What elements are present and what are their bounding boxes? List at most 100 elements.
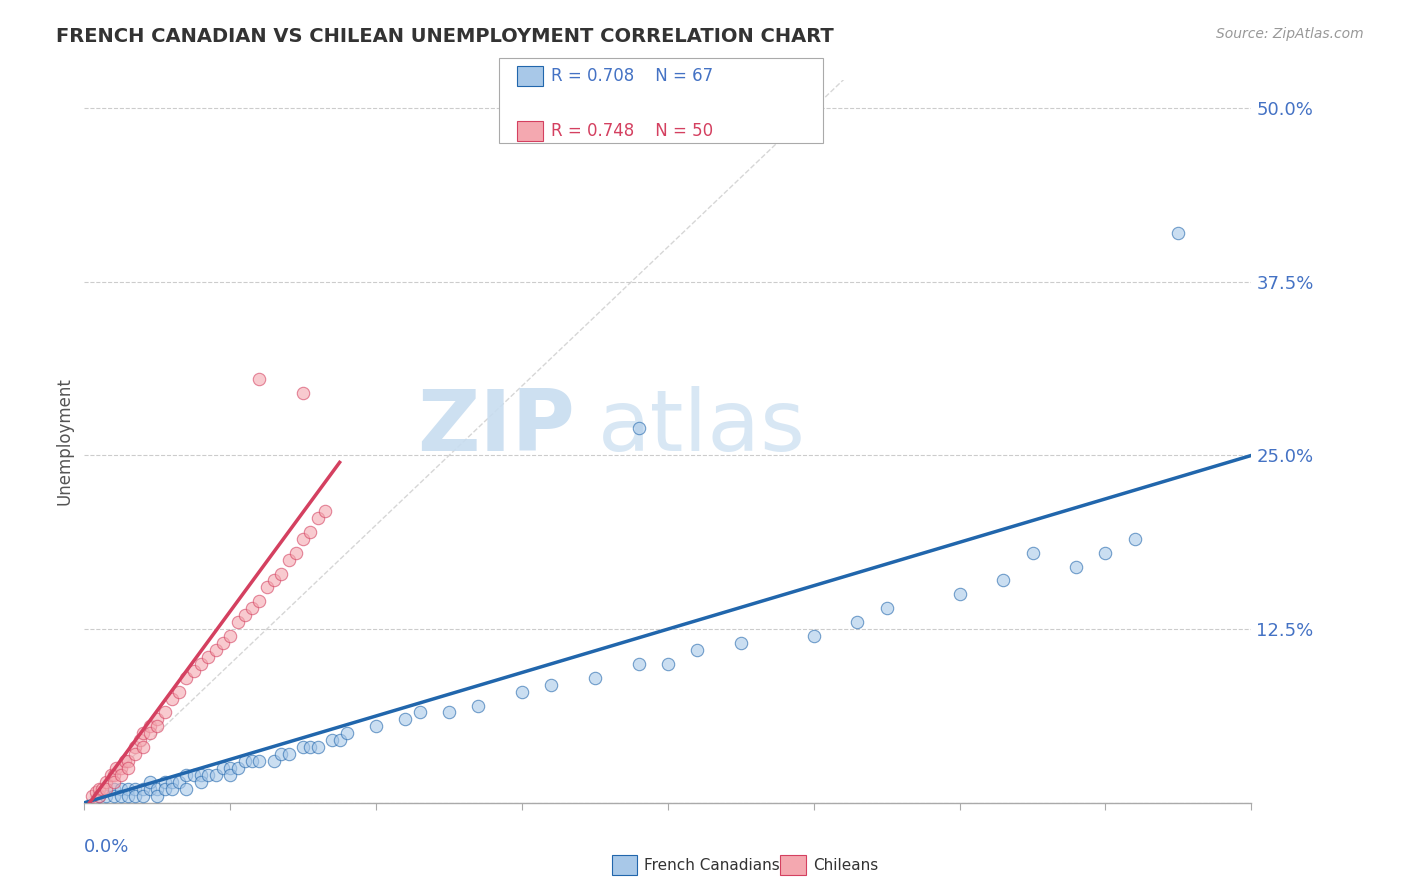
Point bbox=[90, 781, 112, 796]
Point bbox=[153, 781, 176, 796]
Text: Source: ZipAtlas.com: Source: ZipAtlas.com bbox=[1216, 27, 1364, 41]
Point bbox=[1066, 559, 1088, 574]
Point bbox=[226, 761, 249, 775]
Point bbox=[270, 566, 292, 581]
Point bbox=[1094, 546, 1116, 560]
Point bbox=[114, 754, 136, 768]
Point bbox=[96, 781, 118, 796]
Text: Chileans: Chileans bbox=[813, 858, 877, 872]
Point bbox=[314, 504, 336, 518]
Point bbox=[627, 420, 650, 434]
Point bbox=[270, 747, 292, 761]
Point bbox=[139, 726, 162, 740]
Point bbox=[117, 789, 139, 803]
Text: R = 0.748    N = 50: R = 0.748 N = 50 bbox=[551, 122, 713, 140]
Point bbox=[139, 775, 162, 789]
Point bbox=[176, 768, 198, 782]
Point bbox=[160, 781, 183, 796]
Point bbox=[197, 768, 219, 782]
Y-axis label: Unemployment: Unemployment bbox=[55, 377, 73, 506]
Point bbox=[103, 775, 125, 789]
Point bbox=[233, 608, 256, 623]
Point bbox=[110, 761, 132, 775]
Point bbox=[105, 761, 128, 775]
Point bbox=[240, 754, 263, 768]
Point bbox=[167, 775, 190, 789]
Point bbox=[1167, 226, 1189, 240]
Point bbox=[394, 713, 416, 727]
Point bbox=[1123, 532, 1146, 546]
Point bbox=[657, 657, 679, 671]
Point bbox=[949, 587, 972, 601]
Point bbox=[876, 601, 898, 615]
Point bbox=[139, 781, 162, 796]
Point bbox=[263, 754, 285, 768]
Point bbox=[249, 372, 271, 386]
Point bbox=[212, 761, 235, 775]
Point bbox=[190, 768, 212, 782]
Text: R = 0.708    N = 67: R = 0.708 N = 67 bbox=[551, 67, 713, 85]
Point bbox=[437, 706, 460, 720]
Point bbox=[146, 789, 169, 803]
Point bbox=[132, 740, 155, 755]
Point bbox=[256, 581, 278, 595]
Point bbox=[183, 768, 205, 782]
Point bbox=[204, 643, 226, 657]
Point bbox=[146, 781, 169, 796]
Point bbox=[110, 768, 132, 782]
Point bbox=[336, 726, 359, 740]
Point bbox=[87, 789, 110, 803]
Point bbox=[84, 785, 107, 799]
Point bbox=[96, 789, 118, 803]
Point bbox=[176, 671, 198, 685]
Point bbox=[263, 574, 285, 588]
Point bbox=[292, 740, 315, 755]
Point bbox=[249, 754, 271, 768]
Point bbox=[146, 719, 169, 733]
Point bbox=[153, 775, 176, 789]
Point bbox=[219, 768, 242, 782]
Point bbox=[204, 768, 226, 782]
Point bbox=[103, 789, 125, 803]
Text: 0.0%: 0.0% bbox=[84, 838, 129, 855]
Point bbox=[846, 615, 869, 630]
Point bbox=[299, 740, 322, 755]
Point bbox=[233, 754, 256, 768]
Point bbox=[146, 713, 169, 727]
Point bbox=[249, 594, 271, 608]
Point bbox=[160, 691, 183, 706]
Text: ZIP: ZIP bbox=[416, 385, 575, 468]
Point bbox=[627, 657, 650, 671]
Point bbox=[366, 719, 388, 733]
Point bbox=[803, 629, 825, 643]
Point bbox=[153, 706, 176, 720]
Point bbox=[87, 781, 110, 796]
Point bbox=[467, 698, 489, 713]
Point bbox=[190, 775, 212, 789]
Point bbox=[219, 761, 242, 775]
Point bbox=[299, 524, 322, 539]
Point bbox=[124, 747, 146, 761]
Text: FRENCH CANADIAN VS CHILEAN UNEMPLOYMENT CORRELATION CHART: FRENCH CANADIAN VS CHILEAN UNEMPLOYMENT … bbox=[56, 27, 834, 45]
Point bbox=[87, 789, 110, 803]
Point bbox=[128, 733, 150, 747]
Point bbox=[730, 636, 752, 650]
Point bbox=[117, 761, 139, 775]
Point bbox=[132, 781, 155, 796]
Point bbox=[103, 768, 125, 782]
Point bbox=[167, 684, 190, 698]
Point bbox=[510, 684, 533, 698]
Point bbox=[103, 781, 125, 796]
Point bbox=[124, 781, 146, 796]
Text: French Canadians: French Canadians bbox=[644, 858, 780, 872]
Point bbox=[540, 678, 562, 692]
Point bbox=[292, 385, 315, 400]
Point bbox=[219, 629, 242, 643]
Point bbox=[117, 754, 139, 768]
Point bbox=[176, 781, 198, 796]
Point bbox=[409, 706, 432, 720]
Point bbox=[292, 532, 315, 546]
Point bbox=[110, 781, 132, 796]
Point bbox=[132, 726, 155, 740]
Point bbox=[212, 636, 235, 650]
